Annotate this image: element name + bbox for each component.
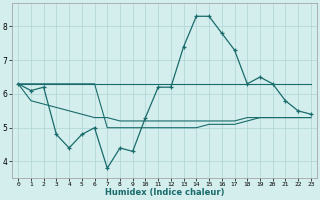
X-axis label: Humidex (Indice chaleur): Humidex (Indice chaleur) (105, 188, 224, 197)
